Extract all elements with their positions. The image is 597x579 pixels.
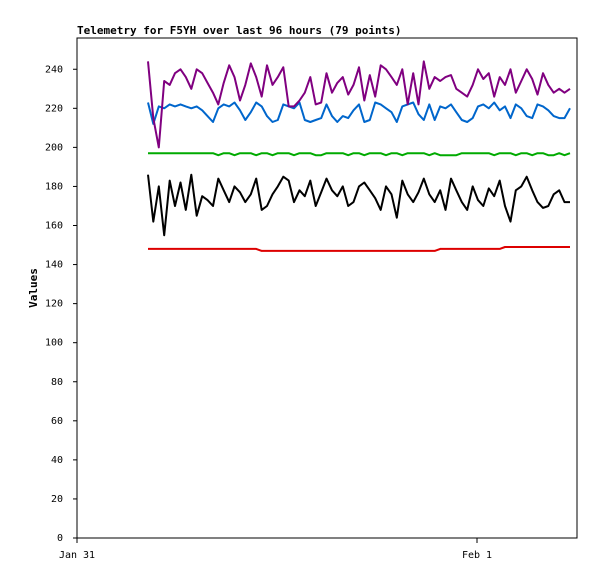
y-tick-label: 40 xyxy=(51,455,63,466)
y-tick-label: 80 xyxy=(51,377,63,388)
chart-title: Telemetry for F5YH over last 96 hours (7… xyxy=(77,24,402,37)
y-tick-label: 240 xyxy=(45,64,63,75)
series-line xyxy=(147,60,571,149)
y-tick-label: 140 xyxy=(45,260,63,271)
y-tick-label: 180 xyxy=(45,181,63,192)
y-tick-label: 160 xyxy=(45,221,63,232)
series-line xyxy=(148,246,570,252)
series-line xyxy=(148,152,571,157)
series-line xyxy=(147,101,571,125)
x-tick-label: Jan 31 xyxy=(59,550,95,561)
y-tick-label: 0 xyxy=(57,533,63,544)
y-tick-label: 20 xyxy=(51,494,63,505)
y-axis-label: Values xyxy=(27,268,40,308)
y-tick-label: 200 xyxy=(45,142,63,153)
plot-frame xyxy=(76,37,578,539)
y-tick-label: 120 xyxy=(45,299,63,310)
series-line xyxy=(147,173,570,237)
x-tick-label: Feb 1 xyxy=(462,550,492,561)
y-tick-label: 60 xyxy=(51,416,63,427)
y-tick-label: 100 xyxy=(45,338,63,349)
y-tick-label: 220 xyxy=(45,103,63,114)
